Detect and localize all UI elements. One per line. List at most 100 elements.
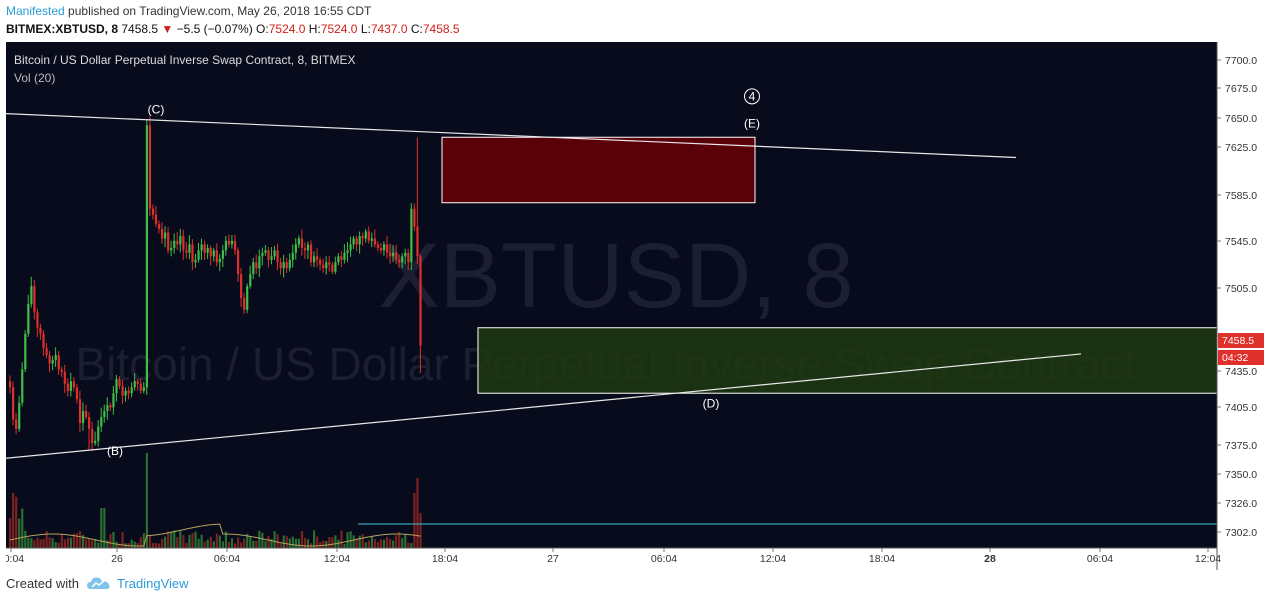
volume-bar	[182, 535, 185, 548]
volume-bar	[203, 541, 206, 548]
volume-bar	[313, 530, 316, 548]
candle-body	[45, 347, 48, 356]
candle-body	[227, 240, 231, 245]
candle-body	[115, 378, 118, 394]
last-price-label: 7458.5	[1222, 335, 1254, 347]
volume-bar	[148, 535, 152, 548]
volume-bar	[273, 531, 276, 548]
candle-body	[273, 250, 276, 257]
candle-body	[224, 240, 228, 251]
volume-bar	[179, 531, 182, 548]
volume-bar	[227, 541, 231, 548]
volume-bar	[121, 532, 124, 548]
volume-bar	[346, 532, 349, 548]
volume-bar	[45, 531, 48, 548]
candle-body	[57, 355, 60, 370]
volume-bar	[115, 541, 118, 548]
volume-bar	[200, 534, 203, 548]
candle-body	[279, 262, 282, 269]
volume-bar	[164, 536, 167, 548]
volume-bar	[15, 496, 18, 548]
candle-body	[230, 240, 234, 245]
volume-bar	[97, 542, 100, 548]
y-tick-label: 7545.0	[1225, 236, 1257, 248]
candle-body	[419, 256, 422, 346]
volume-bar	[240, 542, 243, 548]
candle-body	[145, 125, 148, 388]
candle-body	[112, 393, 115, 408]
candle-body	[170, 247, 173, 251]
volume-bar	[404, 534, 407, 548]
candle-body	[212, 250, 215, 257]
volume-bar	[33, 540, 36, 548]
support-zone	[477, 327, 1218, 394]
volume-bar	[352, 535, 355, 548]
volume-bar	[60, 534, 63, 548]
candle-body	[325, 262, 328, 269]
candle-body	[355, 238, 358, 245]
volume-bar	[218, 535, 221, 548]
y-tick-label: 7675.0	[1225, 83, 1257, 95]
candle-body	[142, 387, 145, 391]
volume-bar	[215, 533, 218, 548]
volume-bar	[367, 540, 370, 548]
x-tick-label: 28	[984, 553, 996, 565]
volume-bar	[419, 513, 422, 548]
volume-bar	[154, 543, 158, 548]
volume-bar	[57, 542, 60, 548]
candle-body	[361, 236, 364, 239]
volume-bar	[78, 531, 82, 548]
volume-bar	[103, 508, 106, 548]
chart-title: Bitcoin / US Dollar Perpetual Inverse Sw…	[14, 53, 355, 67]
candle-body	[297, 238, 300, 245]
candle-body	[264, 250, 267, 253]
volume-bar	[385, 536, 389, 548]
volume-bar	[27, 537, 30, 548]
volume-bar	[416, 478, 419, 548]
x-tick-label: 06:04	[651, 553, 677, 565]
candle-body	[370, 238, 373, 241]
candle-body	[306, 244, 310, 251]
candle-body	[285, 262, 288, 269]
volume-bar	[325, 540, 328, 548]
candle-body	[81, 411, 85, 423]
wave-label: (E)	[744, 117, 760, 131]
candle-body	[88, 417, 91, 429]
tradingview-link[interactable]: TradingView	[86, 576, 189, 591]
volume-bar	[303, 537, 307, 548]
candle-body	[182, 236, 185, 251]
y-tick-label: 7700.0	[1225, 55, 1257, 67]
candle-body	[209, 247, 212, 257]
volume-bar	[343, 543, 346, 548]
volume-bar	[42, 539, 45, 548]
candle-body	[118, 378, 121, 387]
high-label: H:	[308, 22, 321, 36]
footer: Created with TradingView	[6, 576, 189, 591]
price-chart[interactable]: XBTUSD, 8 Bitcoin / US Dollar Perpetual I…	[6, 42, 1264, 570]
y-tick-label: 7435.0	[1225, 366, 1257, 378]
candle-body	[24, 333, 27, 370]
candle-body	[413, 208, 416, 227]
volume-bar	[94, 538, 97, 548]
candle-body	[385, 244, 389, 253]
candle-body	[139, 383, 142, 391]
author-link[interactable]: Manifested	[6, 4, 65, 18]
candle-body	[392, 252, 395, 257]
candle-body	[173, 240, 176, 248]
candle-body	[282, 262, 285, 269]
volume-bar	[133, 541, 136, 548]
candle-body	[161, 228, 164, 239]
candle-body	[349, 244, 352, 251]
candle-body	[154, 214, 158, 225]
candle-body	[39, 327, 42, 334]
volume-bar	[389, 538, 392, 548]
candle-body	[9, 381, 12, 388]
candle-body	[221, 250, 224, 259]
volume-bar	[267, 535, 270, 548]
volume-bar	[337, 539, 340, 548]
candle-body	[407, 252, 410, 263]
candle-body	[121, 386, 124, 396]
tradingview-cloud-icon	[86, 576, 110, 589]
volume-bar	[300, 531, 304, 548]
volume-bar	[331, 537, 334, 548]
